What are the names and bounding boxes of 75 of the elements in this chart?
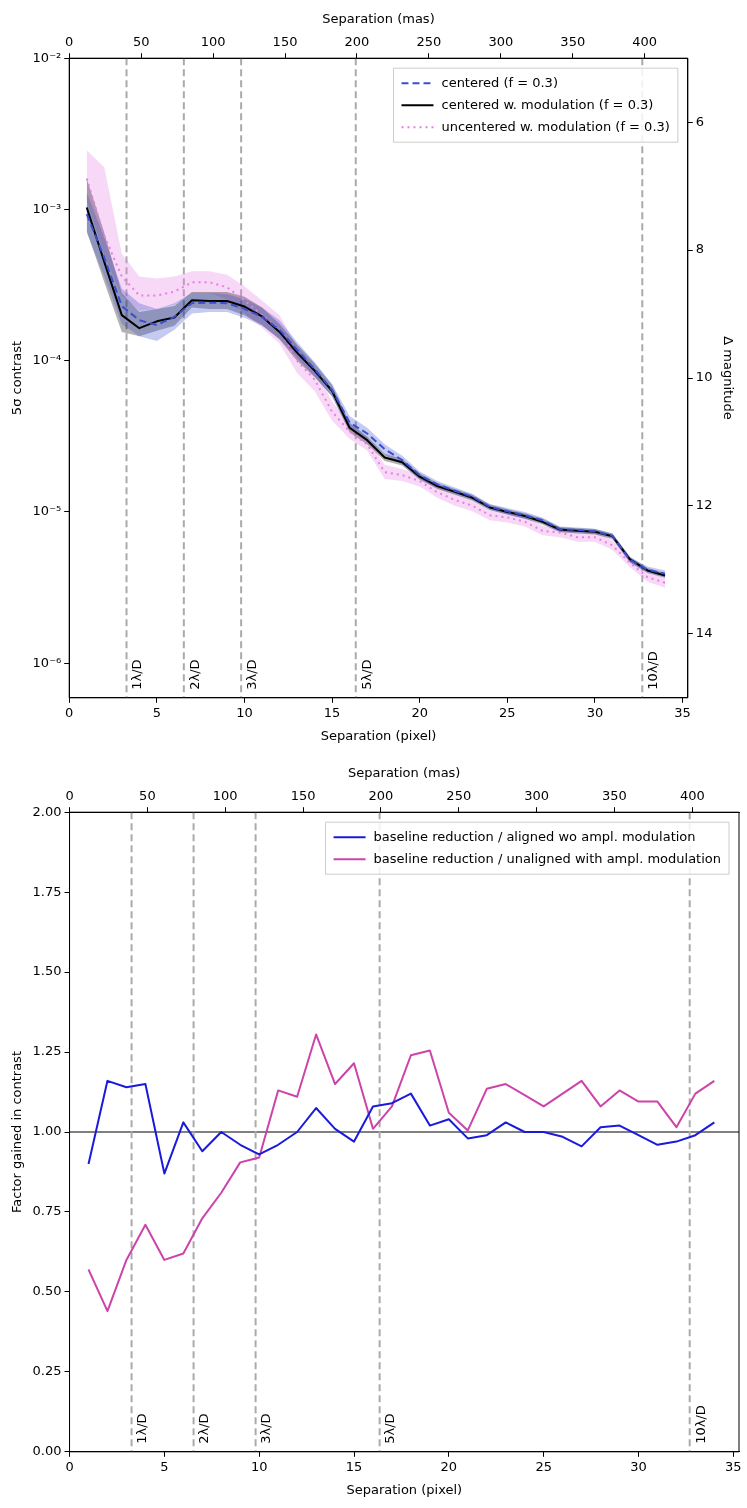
legend-label: centered (f = 0.3) [441,74,558,90]
x2-tick-label: 0 [65,787,74,803]
x2-tick-label: 400 [632,33,658,49]
x-tick-label: 10 [250,1458,268,1474]
x2-tick-label: 350 [560,33,586,49]
x2-tick-label: 50 [139,787,156,803]
x-tick-label: 5 [160,1458,169,1474]
y2-tick-label: 6 [695,113,705,129]
ref-line-label: 1λ/D [134,1413,150,1444]
x-axis-title: Separation (pixel) [346,1481,463,1497]
ref-line-label: 3λ/D [244,659,260,690]
y-tick-label: 0.75 [32,1203,62,1219]
ref-line-label: 1λ/D [129,659,145,690]
x2-tick-label: 250 [446,787,472,803]
x2-axis-title: Separation (mas) [322,11,435,27]
x2-tick-label: 250 [416,33,442,49]
x-axis-title: Separation (pixel) [320,727,437,743]
x-tick-label: 15 [345,1458,363,1474]
x2-tick-label: 100 [212,787,238,803]
ref-line-label: 10λ/D [645,651,661,690]
ref-line-label: 2λ/D [196,1413,212,1444]
x2-axis-title: Separation (mas) [348,765,461,781]
x-tick-label: 30 [586,704,604,720]
y-tick-label: 2.00 [32,803,62,819]
y-axis-title: 5σ contrast [9,340,25,416]
y2-tick-label: 10 [695,369,713,385]
legend-label: baseline reduction / unaligned with ampl. modulation [373,850,722,866]
y-tick-label: 1.50 [32,963,62,979]
x2-tick-label: 0 [65,33,74,49]
x-tick-label: 0 [65,704,74,720]
y-tick-label: 1.25 [32,1043,62,1059]
y-tick-label: 0.25 [32,1363,62,1379]
x-tick-label: 20 [440,1458,458,1474]
x-tick-label: 0 [65,1458,74,1474]
x2-tick-label: 400 [679,787,705,803]
ref-line-label: 5λ/D [358,659,374,690]
x2-tick-label: 50 [132,33,150,49]
x2-tick-label: 100 [200,33,226,49]
x-tick-label: 25 [535,1458,552,1474]
y2-axis-title: Δ magnitude [720,336,736,420]
x2-tick-label: 200 [344,33,370,49]
y-axis-title: Factor gained in contrast [9,1051,25,1213]
y-tick-label: 0.50 [32,1283,62,1299]
ref-line-label: 2λ/D [186,659,202,690]
x-tick-label: 15 [323,704,341,720]
x2-tick-label: 200 [368,787,394,803]
x-tick-label: 25 [499,704,516,720]
x2-tick-label: 350 [602,787,627,803]
ref-line-label: 3λ/D [258,1413,274,1444]
x-tick-label: 35 [725,1458,742,1474]
y-tick-label: 0.00 [32,1443,62,1459]
y-tick-label: 10⁻² [32,49,62,65]
y2-tick-label: 12 [695,497,713,513]
y-tick-label: 10⁻⁶ [32,654,62,670]
ref-line-label: 5λ/D [382,1413,398,1444]
x2-tick-label: 300 [524,787,550,803]
x2-tick-label: 150 [272,33,298,49]
x-tick-label: 10 [236,704,253,720]
y2-tick-label: 8 [695,241,705,257]
y-tick-label: 1.75 [32,883,62,899]
x2-tick-label: 300 [488,33,514,49]
y-tick-label: 10⁻³ [32,200,62,216]
x-tick-label: 35 [674,704,691,720]
x-tick-label: 30 [630,1458,647,1474]
y-tick-label: 10⁻⁴ [32,352,62,368]
legend-label: centered w. modulation (f = 0.3) [441,96,654,112]
x2-tick-label: 150 [290,787,316,803]
legend-label: uncentered w. modulation (f = 0.3) [441,118,670,134]
x-tick-label: 5 [152,704,161,720]
ref-line-label: 10λ/D [692,1405,708,1444]
y-tick-label: 10⁻⁵ [32,503,62,519]
legend-label: baseline reduction / aligned wo ampl. modulation [373,828,696,844]
y-tick-label: 1.00 [32,1123,62,1139]
x-tick-label: 20 [411,704,428,720]
y2-tick-label: 14 [695,625,713,641]
